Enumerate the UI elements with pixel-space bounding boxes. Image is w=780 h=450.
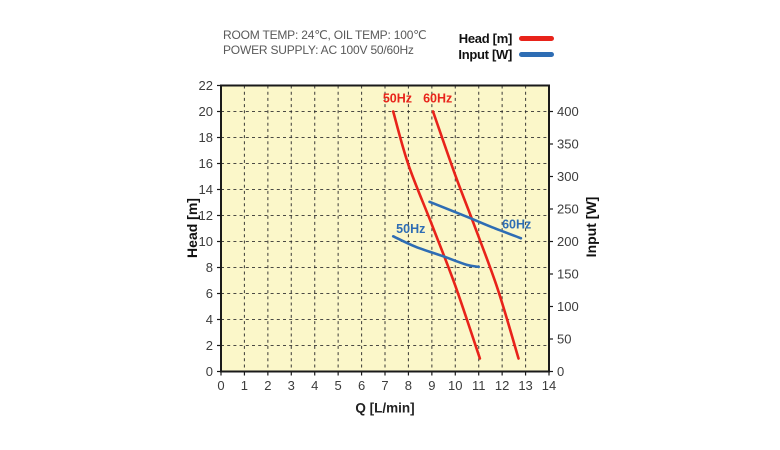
x-tick-label: 14 [542,378,556,393]
legend-label-input: Input [W] [458,46,512,62]
y-left-tick-label: 18 [199,130,213,145]
y-left-tick-label: 6 [206,286,213,301]
y-left-tick-label: 10 [199,234,213,249]
x-tick-label: 4 [311,378,318,393]
y-right-tick-label: 100 [557,299,579,314]
y-left-tick-label: 14 [199,182,213,197]
curve-label-60hz: 60Hz [423,92,452,106]
y-right-tick-label: 0 [557,364,564,379]
x-axis-title: Q [L/min] [355,400,415,416]
x-tick-label: 9 [428,378,435,393]
y-right-tick-label: 250 [557,202,579,217]
curve-label-50hz: 50Hz [396,222,425,236]
y-left-tick-label: 2 [206,338,213,353]
y-right-tick-label: 200 [557,234,579,249]
x-tick-label: 6 [358,378,365,393]
legend-swatch-input-line [519,51,554,57]
y-right-tick-label: 350 [557,137,579,152]
x-tick-label: 13 [518,378,532,393]
y-right-tick-label: 400 [557,104,579,119]
y-right-tick-label: 50 [557,332,571,347]
x-tick-label: 5 [335,378,342,393]
legend-swatch-head-line [519,35,554,41]
series-head-50hz [391,110,482,360]
room-oil-temp-line: ROOM TEMP: 24℃, OIL TEMP: 100℃ [223,28,427,42]
x-tick-label: 2 [264,378,271,393]
y-axis-title-right: Input [W] [583,196,599,258]
legend-label-head: Head [m] [458,30,513,46]
x-tick-label: 7 [381,378,388,393]
legend-item-input: Input [W] [436,46,554,62]
y-left-tick-label: 4 [206,312,213,327]
y-left-tick-label: 12 [199,208,213,223]
series-input-60hz [428,200,523,240]
legend-item-head: Head [m] [436,30,554,46]
x-tick-label: 3 [288,378,295,393]
series-head-60hz [431,110,520,360]
y-left-tick-label: 22 [199,78,213,93]
power-supply-line: POWER SUPPLY: AC 100V 50/60Hz [223,43,414,57]
x-tick-label: 10 [448,378,462,393]
chart-legend: Head [m] Input [W] [436,30,554,62]
y-axis-title-left: Head [m] [184,198,200,258]
y-right-tick-label: 300 [557,169,579,184]
x-tick-label: 12 [495,378,509,393]
series-input-50hz [391,235,481,269]
x-tick-label: 11 [472,378,486,393]
x-tick-label: 1 [241,378,248,393]
y-left-tick-label: 20 [199,104,213,119]
x-tick-label: 0 [217,378,224,393]
y-left-tick-label: 8 [206,260,213,275]
test-conditions-note: ROOM TEMP: 24℃, OIL TEMP: 100℃ POWER SUP… [223,28,427,58]
y-left-tick-label: 0 [206,364,213,379]
y-left-tick-label: 16 [199,156,213,171]
x-tick-label: 8 [405,378,412,393]
curve-label-60hz: 60Hz [502,218,531,232]
curve-label-50hz: 50Hz [383,92,412,106]
y-right-tick-label: 150 [557,267,579,282]
